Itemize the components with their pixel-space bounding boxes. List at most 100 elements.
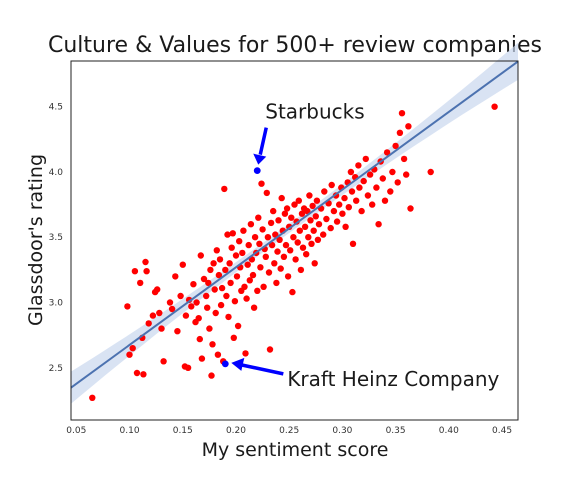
data-point — [206, 325, 213, 332]
data-point — [195, 315, 202, 322]
data-point — [221, 185, 228, 193]
data-point — [242, 350, 249, 357]
data-point — [236, 238, 243, 245]
data-point — [383, 149, 391, 156]
data-point — [360, 177, 367, 185]
data-point — [198, 355, 206, 362]
data-point — [403, 171, 410, 178]
arrow-kraft-heinz — [240, 363, 284, 376]
data-point — [250, 304, 258, 311]
data-point — [327, 224, 334, 232]
x-tick-label: 0.20 — [226, 426, 246, 436]
data-point — [239, 249, 246, 257]
arrowhead-starbucks — [253, 153, 267, 165]
data-point — [298, 210, 306, 217]
chart-title: Culture & Values for 500+ review compani… — [48, 33, 542, 58]
data-point — [133, 369, 141, 377]
data-point — [287, 247, 294, 254]
data-point — [154, 286, 161, 293]
data-point — [143, 268, 150, 275]
data-point — [283, 205, 291, 212]
data-point — [274, 248, 281, 255]
data-point — [366, 171, 374, 178]
data-point — [126, 351, 133, 358]
data-point — [369, 201, 376, 208]
highlight-point — [253, 167, 261, 175]
data-point — [251, 234, 259, 241]
data-point — [223, 292, 230, 300]
data-point — [405, 123, 412, 130]
data-point — [124, 303, 131, 310]
data-point — [273, 279, 280, 287]
data-point — [320, 231, 327, 238]
data-point — [263, 189, 270, 197]
data-point — [295, 197, 302, 204]
data-point — [379, 175, 386, 182]
annotation-starbucks: Starbucks — [265, 100, 364, 124]
data-point — [212, 309, 219, 317]
data-point — [172, 273, 179, 280]
data-point — [231, 298, 239, 305]
x-ticks: 0.05 0.10 0.15 0.20 0.25 0.30 0.35 0.40 0.45 — [66, 426, 512, 436]
data-point — [160, 358, 167, 365]
data-point — [249, 271, 257, 279]
data-point — [349, 240, 357, 247]
data-point — [209, 341, 216, 348]
data-point — [210, 260, 217, 267]
data-point — [347, 168, 355, 176]
data-point — [262, 253, 269, 260]
data-point — [196, 335, 203, 343]
data-point — [260, 283, 267, 290]
data-point — [336, 201, 343, 208]
data-point — [313, 197, 321, 204]
data-point — [137, 279, 144, 287]
data-point — [228, 244, 235, 251]
data-point — [271, 260, 278, 267]
data-point — [204, 304, 211, 311]
data-point — [177, 292, 184, 300]
x-tick-label: 0.40 — [439, 426, 459, 436]
x-tick-label: 0.30 — [332, 426, 352, 436]
x-tick-label: 0.05 — [66, 426, 86, 436]
data-point — [278, 194, 285, 202]
data-point — [188, 303, 195, 310]
data-point — [174, 328, 181, 335]
data-point — [203, 292, 210, 300]
data-point — [156, 309, 163, 317]
data-point — [305, 234, 312, 241]
data-point — [255, 214, 262, 221]
data-point — [131, 268, 139, 275]
data-point — [341, 194, 348, 202]
x-tick-label: 0.45 — [492, 426, 512, 436]
data-point — [213, 247, 220, 254]
data-point — [389, 168, 396, 176]
data-point — [193, 299, 200, 306]
data-point — [259, 226, 266, 233]
data-point — [216, 256, 224, 263]
data-point — [281, 210, 289, 217]
data-point — [225, 313, 232, 321]
data-point — [355, 162, 362, 169]
data-point — [292, 256, 299, 263]
data-point — [234, 322, 242, 330]
data-point — [308, 240, 315, 247]
regression-line — [70, 60, 519, 389]
data-point — [299, 244, 307, 251]
data-point — [400, 155, 408, 163]
data-point — [294, 239, 301, 246]
data-point — [240, 227, 247, 234]
data-point — [158, 325, 165, 332]
data-point — [290, 234, 297, 241]
data-point — [208, 372, 215, 379]
data-point — [145, 320, 152, 327]
data-point — [392, 142, 399, 150]
data-point — [321, 188, 328, 195]
x-tick-label: 0.15 — [173, 426, 193, 436]
data-point — [358, 207, 365, 215]
data-point — [314, 236, 322, 243]
data-point — [182, 312, 190, 319]
data-point — [375, 221, 382, 228]
data-point — [244, 261, 251, 268]
data-point — [256, 240, 263, 247]
